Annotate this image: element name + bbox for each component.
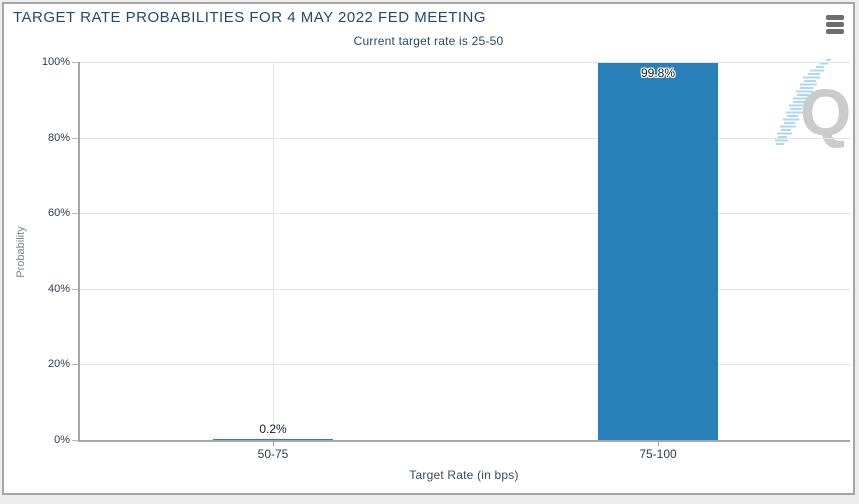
x-tick-mark — [658, 442, 659, 446]
y-tick-label: 20% — [47, 358, 70, 370]
chart-panel: TARGET RATE PROBABILITIES FOR 4 MAY 2022… — [2, 2, 855, 495]
x-tick-label: 50-75 — [257, 447, 289, 461]
y-tick-mark — [72, 62, 78, 63]
bar-value-label: 99.8% — [640, 66, 676, 80]
y-tick-mark — [72, 440, 78, 441]
y-tick-label: 60% — [47, 207, 70, 219]
hamburger-icon — [826, 29, 844, 34]
bar-value-label: 0.2% — [259, 422, 287, 436]
y-axis-title: Probability — [15, 226, 27, 278]
gridline-horizontal — [80, 289, 850, 290]
gridline-vertical — [273, 62, 274, 440]
plot-area: 0.2% 99.8% — [78, 62, 850, 442]
y-tick-label: 80% — [47, 132, 70, 144]
y-tick-mark — [72, 289, 78, 290]
y-tick-label: 100% — [41, 56, 70, 68]
gridline-horizontal — [80, 138, 850, 139]
hamburger-icon — [826, 22, 844, 27]
x-tick-label: 75-100 — [639, 447, 677, 461]
menu-button[interactable] — [826, 15, 844, 34]
bar-75-100[interactable] — [598, 63, 718, 440]
hamburger-icon — [826, 15, 844, 20]
quikstrike-logo: Q — [772, 56, 859, 149]
x-tick-mark — [273, 442, 274, 446]
y-tick-mark — [72, 364, 78, 365]
chart-title: TARGET RATE PROBABILITIES FOR 4 MAY 2022… — [13, 9, 487, 26]
y-tick-label: 40% — [47, 283, 70, 295]
gridline-horizontal — [80, 364, 850, 365]
gridline-horizontal — [80, 213, 850, 214]
y-tick-label: 0% — [54, 434, 70, 446]
chart-subtitle: Current target rate is 25-50 — [353, 34, 504, 48]
x-axis-title: Target Rate (in bps) — [409, 468, 519, 482]
gridline-horizontal — [80, 62, 850, 63]
y-tick-mark — [72, 213, 78, 214]
q-watermark-icon: Q — [775, 59, 851, 149]
y-tick-mark — [72, 138, 78, 139]
bar-50-75[interactable] — [213, 439, 333, 440]
